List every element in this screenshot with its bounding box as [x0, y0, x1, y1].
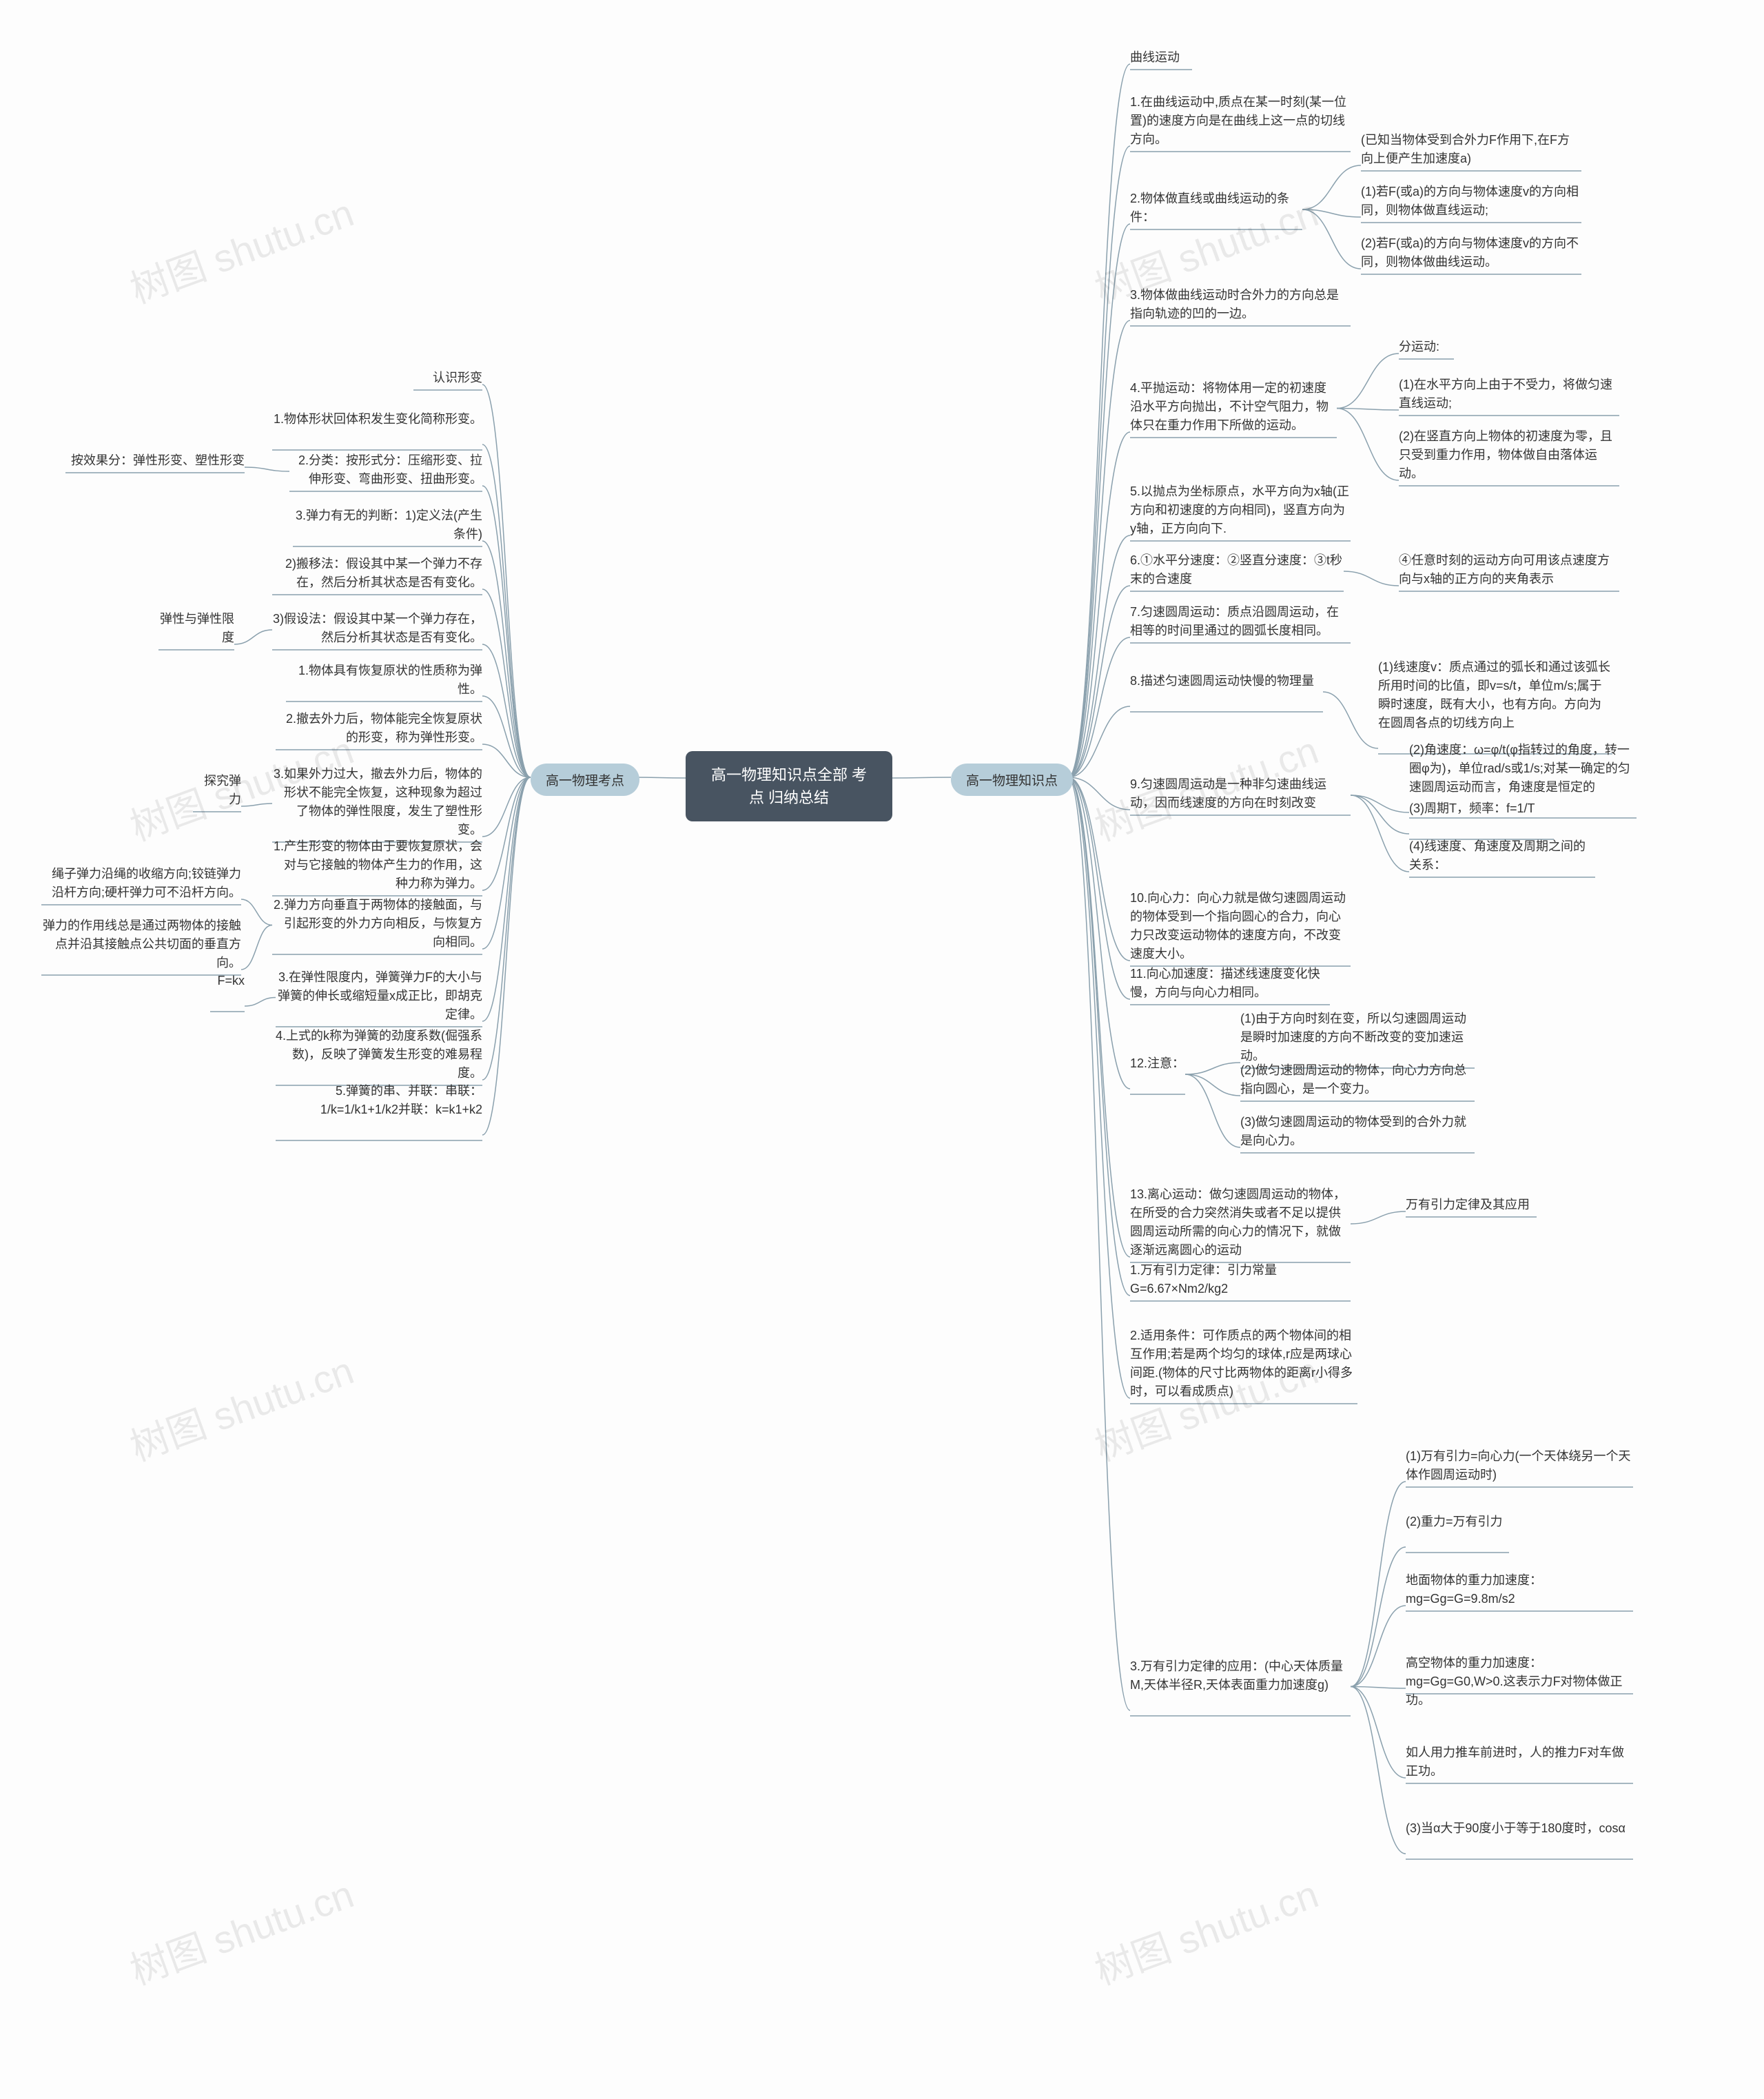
root-node: 高一物理知识点全部 考点 归纳总结	[686, 751, 892, 821]
mindmap-node: (1)在水平方向上由于不受力，将做匀速直线运动;	[1399, 376, 1619, 413]
mindmap-node: (1)线速度v：质点通过的弧长和通过该弧长所用时间的比值，即v=s/t，单位m/…	[1378, 658, 1612, 733]
mindmap-node: 按效果分：弹性形变、塑性形变	[65, 451, 245, 470]
mindmap-node: 12.注意：	[1130, 1054, 1185, 1073]
mindmap-node: 1.物体形状回体积发生变化简称形变。	[272, 410, 482, 429]
hub-right: 高一物理知识点	[951, 764, 1073, 796]
mindmap-node: 2.物体做直线或曲线运动的条件：	[1130, 190, 1302, 227]
mindmap-node: 弹力的作用线总是通过两物体的接触点并沿其接触点公共切面的垂直方向。	[41, 917, 241, 972]
mindmap-node: 1.产生形变的物体由于要恢复原状，会对与它接触的物体产生力的作用，这种力称为弹力…	[272, 837, 482, 893]
mindmap-node: 9.匀速圆周运动是一种非匀速曲线运动，因而线速度的方向在时刻改变	[1130, 775, 1351, 812]
mindmap-node: 2.适用条件：可作质点的两个物体间的相互作用;若是两个均匀的球体,r应是两球心间…	[1130, 1327, 1357, 1401]
watermark: 树图 shutu.cn	[121, 1863, 360, 1996]
mindmap-node: (2)在竖直方向上物体的初速度为零，且只受到重力作用，物体做自由落体运动。	[1399, 427, 1619, 483]
mindmap-node: 5.以抛点为坐标原点，水平方向为x轴(正方向和初速度的方向相同)，竖直方向为y轴…	[1130, 482, 1351, 538]
mindmap-node: 3.物体做曲线运动时合外力的方向总是指向轨迹的凹的一边。	[1130, 286, 1351, 323]
mindmap-node: 2)搬移法：假设其中某一个弹力不存在，然后分析其状态是否有变化。	[272, 555, 482, 592]
mindmap-node: 2.分类：按形式分：压缩形变、拉伸形变、弯曲形变、扭曲形变。	[289, 451, 482, 489]
mindmap-node: 3)假设法：假设其中某一个弹力存在，然后分析其状态是否有变化。	[272, 610, 482, 647]
mindmap-node: (1)万有引力=向心力(一个天体绕另一个天体作圆周运动时)	[1406, 1447, 1633, 1484]
mindmap-node: 曲线运动	[1130, 48, 1192, 67]
mindmap-node: 1.物体具有恢复原状的性质称为弹性。	[286, 662, 482, 699]
mindmap-node: (3)做匀速圆周运动的物体受到的合外力就是向心力。	[1240, 1113, 1475, 1150]
mindmap-node: 地面物体的重力加速度：mg=Gg=G=9.8m/s2	[1406, 1571, 1633, 1608]
mindmap-node: 3.如果外力过大，撤去外力后，物体的形状不能完全恢复，这种现象为超过了物体的弹性…	[272, 765, 482, 839]
mindmap-node: 高空物体的重力加速度：mg=Gg=G0,W>0.这表示力F对物体做正功。	[1406, 1654, 1633, 1710]
mindmap-node: 3.万有引力定律的应用：(中心天体质量M,天体半径R,天体表面重力加速度g)	[1130, 1657, 1351, 1694]
mindmap-node: 7.匀速圆周运动：质点沿圆周运动，在相等的时间里通过的圆弧长度相同。	[1130, 603, 1351, 640]
mindmap-node: 认识形变	[413, 369, 482, 387]
mindmap-node: (1)若F(或a)的方向与物体速度v的方向相同，则物体做直线运动;	[1361, 183, 1581, 220]
hub-left: 高一物理考点	[531, 764, 639, 796]
mindmap-node: 4.上式的k称为弹簧的劲度系数(倔强系数)，反映了弹簧发生形变的难易程度。	[276, 1027, 482, 1083]
mindmap-node: (2)做匀速圆周运动的物体，向心力方向总指向圆心，是一个变力。	[1240, 1061, 1475, 1098]
mindmap-node: 6.①水平分速度：②竖直分速度：③t秒末的合速度	[1130, 551, 1344, 588]
watermark: 树图 shutu.cn	[1086, 1863, 1325, 1996]
mindmap-node: 4.平抛运动：将物体用一定的初速度沿水平方向抛出，不计空气阻力，物体只在重力作用…	[1130, 379, 1337, 435]
mindmap-node: (3)周期T，频率：f=1/T	[1409, 799, 1554, 818]
mindmap-node: 1.在曲线运动中,质点在某一时刻(某一位置)的速度方向是在曲线上这一点的切线方向…	[1130, 93, 1351, 149]
mindmap-node: (4)线速度、角速度及周期之间的关系：	[1409, 837, 1595, 874]
mindmap-node: (2)角速度：ω=φ/t(φ指转过的角度，转一圈φ为)，单位rad/s或1/s;…	[1409, 741, 1637, 797]
mindmap-node: F=kx	[210, 972, 245, 990]
mindmap-node: (已知当物体受到合外力F作用下,在F方向上便产生加速度a)	[1361, 131, 1581, 168]
mindmap-node: 2.弹力方向垂直于两物体的接触面，与引起形变的外力方向相反，与恢复方向相同。	[272, 896, 482, 952]
mindmap-node: (2)若F(或a)的方向与物体速度v的方向不同，则物体做曲线运动。	[1361, 234, 1581, 272]
mindmap-node: 3.弹力有无的判断：1)定义法(产生条件)	[293, 506, 482, 544]
mindmap-node: 探究弹力	[193, 772, 241, 809]
mindmap-node: (2)重力=万有引力	[1406, 1513, 1509, 1531]
mindmap-node: 弹性与弹性限度	[158, 610, 234, 647]
mindmap-node: 10.向心力：向心力就是做匀速圆周运动的物体受到一个指向圆心的合力，向心力只改变…	[1130, 889, 1351, 963]
mindmap-node: 13.离心运动：做匀速圆周运动的物体，在所受的合力突然消失或者不足以提供圆周运动…	[1130, 1185, 1351, 1260]
mindmap-node: (3)当α大于90度小于等于180度时，cosα	[1406, 1819, 1633, 1838]
watermark: 树图 shutu.cn	[121, 182, 360, 314]
mindmap-node: 绳子弹力沿绳的收缩方向;铰链弹力沿杆方向;硬杆弹力可不沿杆方向。	[41, 865, 241, 902]
mindmap-node: 万有引力定律及其应用	[1406, 1196, 1537, 1214]
mindmap-node: 2.撤去外力后，物体能完全恢复原状的形变，称为弹性形变。	[276, 710, 482, 747]
mindmap-node: ④任意时刻的运动方向可用该点速度方向与x轴的正方向的夹角表示	[1399, 551, 1619, 588]
mindmap-node: 11.向心加速度：描述线速度变化快慢，方向与向心力相同。	[1130, 965, 1330, 1002]
mindmap-node: 如人用力推车前进时，人的推力F对车做正功。	[1406, 1743, 1633, 1781]
mindmap-node: 8.描述匀速圆周运动快慢的物理量	[1130, 672, 1323, 690]
connector-layer	[0, 0, 1764, 2099]
mindmap-node: 1.万有引力定律：引力常量G=6.67×Nm2/kg2	[1130, 1261, 1351, 1298]
mindmap-node: 分运动:	[1399, 338, 1454, 356]
mindmap-node: 5.弹簧的串、并联：串联：1/k=1/k1+1/k2并联：k=k1+k2	[276, 1082, 482, 1119]
mindmap-node: (1)由于方向时刻在变，所以匀速圆周运动是瞬时加速度的方向不断改变的变加速运动。	[1240, 1010, 1475, 1065]
watermark: 树图 shutu.cn	[121, 1340, 360, 1472]
mindmap-node: 3.在弹性限度内，弹簧弹力F的大小与弹簧的伸长或缩短量x成正比，即胡克定律。	[276, 968, 482, 1024]
